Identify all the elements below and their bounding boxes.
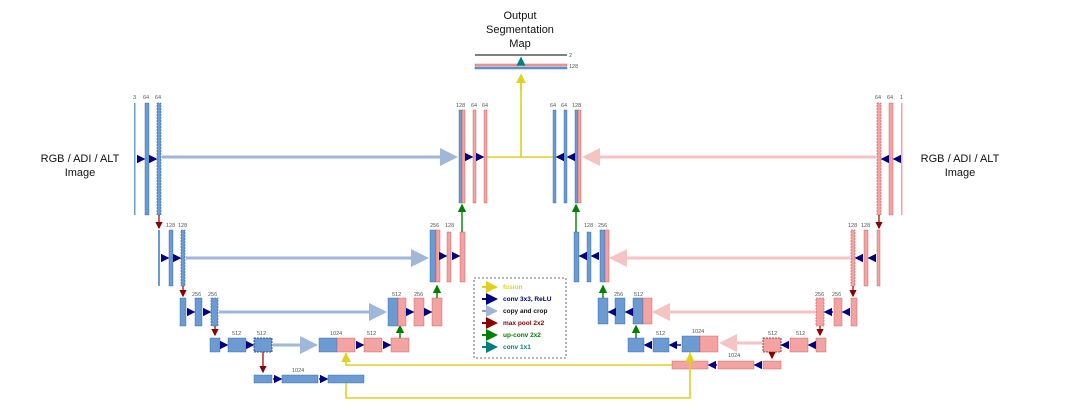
left-copy-arrows — [162, 148, 458, 354]
legend-item-conv: conv 3x3, ReLU — [482, 293, 552, 305]
r-enc1-label-1: 1 — [900, 95, 903, 101]
l-enc4-label-512b: 512 — [257, 331, 266, 337]
r-enc4-label-512a: 512 — [768, 331, 777, 337]
r-dec4-label-1024: 1024 — [692, 329, 704, 335]
legend: fusion conv 3x3, ReLU copy and crop max … — [473, 277, 567, 359]
l-enc1-label-64a: 64 — [143, 95, 149, 101]
r-dec1-label-128: 128 — [572, 103, 581, 109]
legend-item-upconv: up-conv 2x2 — [482, 329, 541, 341]
legend-item-maxpool: max pool 2x2 — [482, 317, 545, 329]
title-line-2: Segmentation — [486, 24, 554, 36]
right-input-label-2: Image — [945, 167, 976, 179]
left-decoder: 1024 512 512 256 256 128 128 64 64 — [318, 103, 488, 353]
fusion-top — [485, 73, 555, 158]
output-label-128: 128 — [569, 64, 578, 70]
l-enc3-label-256a: 256 — [192, 292, 201, 298]
left-encoder: 3 64 64 128 128 256 256 512 512 — [133, 95, 365, 384]
r-bottleneck-label-1024: 1024 — [728, 353, 740, 359]
left-input-label-1: RGB / ADI / ALT — [41, 153, 120, 165]
l-dec2-label-128: 128 — [445, 223, 454, 229]
r-dec3-label-256: 256 — [614, 292, 623, 298]
legend-item-fusion: fusion — [482, 281, 523, 293]
right-input-label-1: RGB / ADI / ALT — [921, 153, 1000, 165]
r-dec1-label-64b: 64 — [561, 103, 567, 109]
r-enc1-label-64b: 64 — [887, 95, 893, 101]
svg-text:fusion: fusion — [503, 284, 523, 291]
svg-text:max pool 2x2: max pool 2x2 — [503, 320, 545, 327]
l-enc1-label-64b: 64 — [155, 95, 161, 101]
l-enc3-label-256b: 256 — [208, 292, 217, 298]
l-enc2-label-128a: 128 — [166, 223, 175, 229]
r-dec3-label-512: 512 — [634, 292, 643, 298]
r-dec4-label-512: 512 — [656, 331, 665, 337]
l-dec3-label-256: 256 — [414, 292, 423, 298]
legend-item-copy: copy and crop — [482, 305, 547, 317]
r-dec2-label-256: 256 — [598, 223, 607, 229]
right-copy-arrows — [582, 148, 876, 352]
r-dec2-label-128: 128 — [584, 223, 593, 229]
l-dec1-label-64b: 64 — [482, 103, 488, 109]
r-enc2-label-128a: 128 — [848, 223, 857, 229]
svg-text:conv 3x3, ReLU: conv 3x3, ReLU — [503, 296, 552, 303]
legend-item-conv1x1: conv 1x1 — [482, 341, 531, 353]
output-label-2: 2 — [569, 53, 572, 59]
svg-text:up-conv 2x2: up-conv 2x2 — [503, 332, 541, 339]
l-enc1-label-3: 3 — [133, 95, 136, 101]
l-dec1-label-128: 128 — [456, 103, 465, 109]
l-bottleneck-label-1024: 1024 — [292, 368, 304, 374]
title-line-1: Output — [503, 10, 536, 22]
r-enc3-label-256b: 256 — [832, 292, 841, 298]
svg-text:conv 1x1: conv 1x1 — [503, 344, 531, 351]
l-dec1-label-64a: 64 — [471, 103, 477, 109]
r-enc1-label-64a: 64 — [875, 95, 881, 101]
r-dec1-label-64a: 64 — [550, 103, 556, 109]
l-dec3-label-512: 512 — [392, 292, 401, 298]
fusion-bottom — [341, 352, 695, 399]
output-map: 2 128 — [474, 53, 578, 70]
l-dec2-label-256: 256 — [430, 223, 439, 229]
r-enc4-label-512b: 512 — [796, 331, 805, 337]
title-line-3: Map — [509, 38, 530, 50]
svg-text:copy and crop: copy and crop — [503, 308, 547, 315]
right-decoder: 512 1024 256 512 128 256 64 64 128 — [550, 103, 719, 353]
l-dec4-label-1024: 1024 — [330, 331, 342, 337]
left-input-label-2: Image — [65, 167, 96, 179]
right-encoder: 64 64 1 128 128 256 256 512 512 — [671, 95, 903, 370]
l-enc2-label-128b: 128 — [178, 223, 187, 229]
r-enc3-label-256a: 256 — [815, 292, 824, 298]
r-enc2-label-128b: 128 — [861, 223, 870, 229]
l-dec4-label-512: 512 — [367, 331, 376, 337]
l-enc4-label-512a: 512 — [232, 331, 241, 337]
